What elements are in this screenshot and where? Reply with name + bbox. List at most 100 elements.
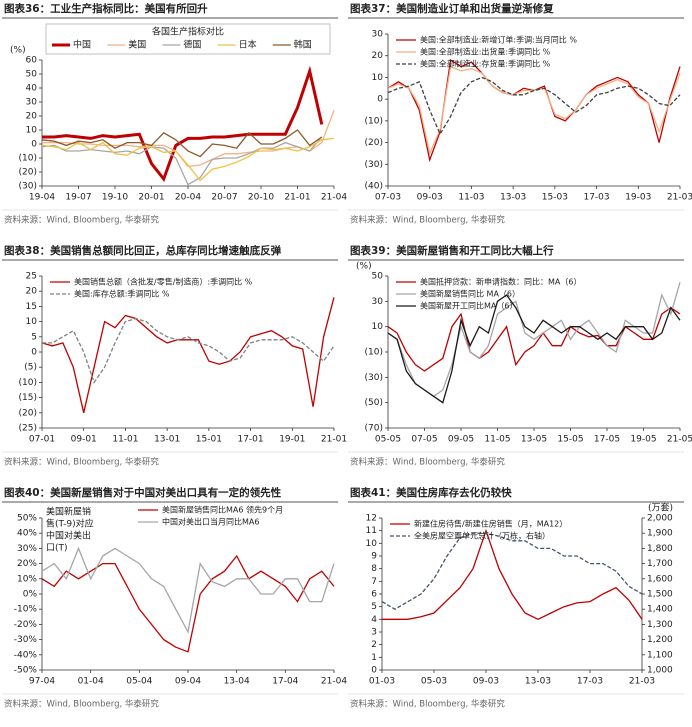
y-tick-label: 10 (26, 317, 38, 327)
series-line (41, 136, 323, 186)
x-tick-label: 09-03 (473, 677, 499, 687)
y-tick-label: 10 (372, 322, 384, 332)
legend-label: 美国 (128, 39, 146, 51)
x-tick-label: 15-03 (542, 193, 568, 203)
x-tick-label: 13-04 (224, 677, 250, 687)
series-line (382, 528, 643, 621)
annotation: 中国对美出 (46, 530, 91, 542)
series-line (387, 306, 681, 372)
chart-title: 图表36：工业生产指标同比：美国有所回升 (4, 2, 208, 15)
source-note: 资料来源：Wind, Bloomberg, 华泰研究 (350, 457, 505, 468)
legend-label: 美国销售总额（含批发/零售/制造商）:季调同比 % (74, 277, 253, 287)
y-tick-label: 50% (17, 514, 37, 524)
y-tick-label: -50% (14, 666, 38, 676)
x-tick-label: 17-01 (237, 435, 263, 445)
y-tick-label: 40 (26, 84, 38, 94)
x-tick-label: 20-07 (211, 193, 237, 203)
y-tick-label: 9 (371, 552, 377, 562)
legend-label: 全美房屋空置单元总计（万栋，右轴） (414, 531, 550, 541)
x-tick-label: 21-05 (667, 435, 692, 445)
x-tick-label: 13-05 (521, 435, 547, 445)
series-line (387, 294, 681, 404)
legend-label: 中国 (73, 39, 91, 51)
y2-tick-label: 1,900 (647, 529, 673, 539)
y-tick-label: 30 (372, 30, 384, 40)
y-tick-label: 3 (371, 628, 377, 638)
y-tick-label: 6 (371, 590, 377, 600)
series-line (387, 282, 681, 398)
legend-label: 美国:全部制造业:存货量:季调同比 % (420, 59, 551, 69)
y-tick-label: -40% (14, 650, 38, 660)
y-tick-label: 0% (23, 590, 38, 600)
legend-label: 美国:全部制造业:新增订单:季调:当月同比 % (420, 35, 577, 45)
series-line (387, 76, 681, 136)
legend-label: 新建住房待售/新建住房销售（月，MA12） (414, 519, 567, 529)
x-tick-label: 11-01 (112, 435, 138, 445)
y-tick-label: 5 (371, 602, 377, 612)
y-tick-label: (15) (19, 393, 37, 403)
series-line (387, 59, 681, 163)
y-tick-label: (10) (19, 378, 37, 388)
y-tick-label: 20% (17, 559, 37, 569)
x-tick-label: 21-04 (321, 193, 347, 203)
y2-tick-label: 1,200 (647, 635, 673, 645)
y-tick-label: (30) (365, 373, 383, 383)
series-line (41, 546, 335, 634)
x-tick-label: 09-05 (448, 435, 474, 445)
legend-label: 韩国 (294, 39, 312, 51)
y2-tick-label: 1,800 (647, 544, 673, 554)
chart-title: 图表40：美国新屋销售对于中国对美出口具有一定的领先性 (4, 486, 282, 499)
legend-label: 美国新屋开工同比MA（6） (420, 301, 517, 311)
x-tick-label: 20-10 (248, 193, 274, 203)
y-tick-label: -10% (14, 605, 38, 615)
x-tick-label: 11-05 (484, 435, 510, 445)
y-tick-label: 30 (26, 98, 38, 108)
x-tick-label: 05-03 (421, 677, 447, 687)
x-tick-label: 13-03 (525, 677, 551, 687)
y-axis-label: (%) (356, 262, 372, 272)
x-tick-label: 19-10 (102, 193, 128, 203)
legend-label: 中国对美出口当月同比MA6 (162, 517, 259, 527)
source-note: 资料来源：Wind, Bloomberg, 华泰研究 (4, 215, 159, 226)
y-tick-label: 10 (372, 73, 384, 83)
y-tick-label: 60 (26, 56, 38, 66)
x-tick-label: 17-03 (583, 193, 609, 203)
x-tick-label: 20-01 (138, 193, 164, 203)
series-line (41, 129, 323, 158)
x-tick-label: 19-03 (625, 193, 651, 203)
annotation: 售(T-9)对应 (46, 518, 94, 530)
y-tick-label: -20% (14, 620, 38, 630)
x-tick-label: 19-05 (630, 435, 656, 445)
x-tick-label: 13-03 (500, 193, 526, 203)
legend-label: 美国新屋销售同比 MA（6） (420, 289, 520, 299)
x-tick-label: 13-01 (154, 435, 180, 445)
x-tick-label: 97-04 (29, 677, 55, 687)
y2-tick-label: 1,000 (647, 666, 673, 676)
y-axis-label: (%) (10, 46, 26, 56)
x-tick-label: 07-03 (375, 193, 401, 203)
y-tick-label: (10) (19, 154, 37, 164)
x-tick-label: 21-03 (667, 193, 692, 203)
y-tick-label: (70) (365, 424, 383, 434)
y-tick-label: (10) (365, 116, 383, 126)
y-tick-label: 0 (31, 348, 37, 358)
legend-label: 日本 (239, 39, 257, 51)
y-tick-label: 10 (366, 539, 378, 549)
y-tick-label: 0 (31, 140, 37, 150)
x-tick-label: 07-01 (29, 435, 55, 445)
series-line (41, 554, 335, 653)
x-tick-label: 21-04 (321, 677, 347, 687)
x-tick-label: 07-05 (411, 435, 437, 445)
legend-label: 美国:库存总额:季调同比 % (74, 289, 170, 299)
x-tick-label: 09-01 (71, 435, 97, 445)
x-tick-label: 09-03 (417, 193, 443, 203)
x-tick-label: 15-01 (196, 435, 222, 445)
legend-label: 美国:全部制造业:出货量:季调同比 % (420, 47, 551, 57)
y-tick-label: 0 (371, 666, 377, 676)
y-tick-label: (50) (365, 398, 383, 408)
x-tick-label: 09-04 (175, 677, 201, 687)
